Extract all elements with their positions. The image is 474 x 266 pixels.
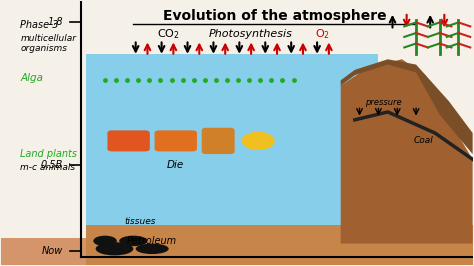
Text: tissues: tissues bbox=[125, 217, 156, 226]
Text: O$_2$: O$_2$ bbox=[315, 27, 330, 41]
Ellipse shape bbox=[119, 236, 147, 246]
Text: Land plants: Land plants bbox=[20, 149, 77, 159]
Bar bbox=[1, 238, 473, 265]
Bar bbox=[86, 54, 378, 244]
Text: Now: Now bbox=[41, 247, 63, 256]
Ellipse shape bbox=[242, 132, 275, 150]
Ellipse shape bbox=[96, 242, 133, 255]
Text: 0.5B: 0.5B bbox=[40, 160, 63, 170]
Bar bbox=[86, 225, 473, 265]
Text: organisms: organisms bbox=[20, 44, 67, 53]
Text: 1.8: 1.8 bbox=[47, 18, 63, 27]
Text: Evolution of the atmosphere: Evolution of the atmosphere bbox=[163, 9, 386, 23]
Text: m-c animals: m-c animals bbox=[20, 163, 75, 172]
Polygon shape bbox=[341, 59, 473, 154]
Ellipse shape bbox=[93, 236, 117, 246]
Text: Phase 3: Phase 3 bbox=[20, 20, 59, 30]
Text: Petroleum: Petroleum bbox=[127, 236, 177, 246]
Ellipse shape bbox=[136, 244, 169, 254]
FancyBboxPatch shape bbox=[201, 128, 235, 154]
Text: Coal: Coal bbox=[414, 136, 433, 146]
FancyBboxPatch shape bbox=[155, 130, 197, 151]
FancyBboxPatch shape bbox=[108, 130, 150, 151]
Text: Die: Die bbox=[167, 160, 184, 170]
Text: multicellular: multicellular bbox=[20, 34, 76, 43]
Polygon shape bbox=[341, 59, 473, 244]
Text: Photosynthesis: Photosynthesis bbox=[209, 29, 292, 39]
Text: pressure: pressure bbox=[365, 98, 401, 107]
Text: CO$_2$: CO$_2$ bbox=[157, 27, 180, 41]
Text: Alga: Alga bbox=[20, 73, 43, 83]
